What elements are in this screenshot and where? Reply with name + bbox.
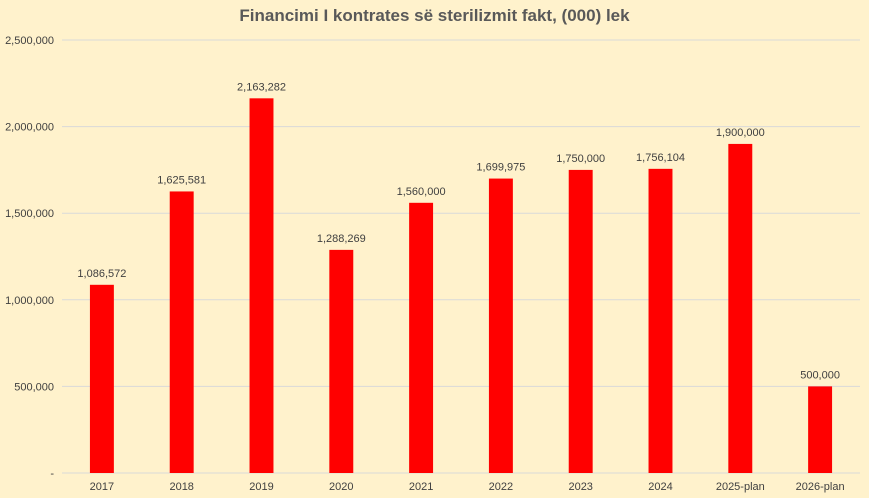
data-label: 1,756,104 — [636, 152, 685, 164]
y-tick-label: 2,000,000 — [5, 122, 54, 134]
y-tick-label: 500,000 — [14, 381, 54, 393]
bar — [89, 284, 114, 473]
bar — [488, 178, 513, 473]
x-tick-label: 2023 — [568, 481, 592, 493]
x-tick-label: 2026-plan — [796, 481, 845, 493]
x-tick-label: 2020 — [329, 481, 353, 493]
y-tick-label: 1,000,000 — [5, 295, 54, 307]
chart-title: Financimi I kontrates së sterilizmit fak… — [239, 6, 630, 25]
data-label: 500,000 — [800, 369, 840, 381]
bar — [409, 202, 434, 474]
bar — [568, 169, 593, 473]
data-label: 1,288,269 — [317, 233, 366, 245]
y-tick-label: 1,500,000 — [5, 208, 54, 220]
data-label: 1,900,000 — [716, 127, 765, 139]
bar — [808, 386, 833, 473]
x-tick-label: 2024 — [648, 481, 672, 493]
data-label: 1,699,975 — [476, 162, 525, 174]
bar — [249, 98, 274, 474]
data-label: 1,086,572 — [77, 268, 126, 280]
x-tick-label: 2018 — [169, 481, 193, 493]
x-tick-label: 2021 — [409, 481, 433, 493]
x-tick-label: 2022 — [489, 481, 513, 493]
bar — [169, 191, 194, 473]
x-tick-label: 2017 — [90, 481, 114, 493]
data-label: 2,163,282 — [237, 81, 286, 93]
y-tick-label: - — [50, 468, 54, 480]
bar — [728, 143, 753, 474]
bar — [329, 249, 354, 473]
data-label: 1,750,000 — [556, 153, 605, 165]
data-label: 1,625,581 — [157, 174, 206, 186]
data-label: 1,560,000 — [397, 186, 446, 198]
bar — [648, 168, 673, 474]
x-tick-label: 2019 — [249, 481, 273, 493]
y-tick-label: 2,500,000 — [5, 35, 54, 47]
x-tick-label: 2025-plan — [716, 481, 765, 493]
